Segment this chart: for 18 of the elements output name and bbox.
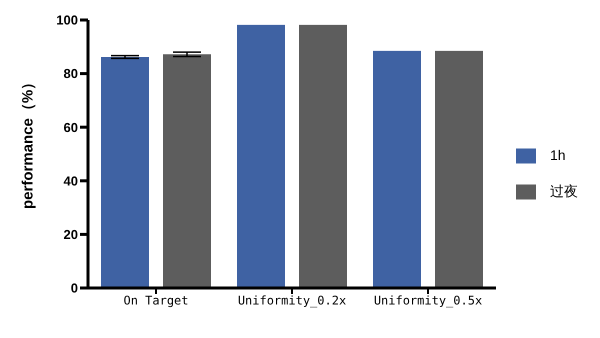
y-tick-label: 100	[56, 12, 78, 28]
legend-label: 过夜	[550, 183, 578, 199]
bar	[435, 50, 483, 288]
x-tick-label: Uniformity_0.5x	[374, 294, 482, 308]
y-tick-label: 0	[70, 280, 78, 296]
bar	[237, 24, 285, 288]
bar	[373, 50, 421, 288]
bar	[299, 24, 347, 288]
y-tick-label: 40	[64, 173, 78, 188]
y-axis-title: performance（%）	[19, 74, 36, 209]
x-tick-label: On Target	[123, 294, 189, 308]
y-tick-label: 60	[64, 120, 78, 135]
y-tick-label: 80	[64, 66, 78, 82]
bar	[163, 54, 211, 288]
y-tick-label: 20	[64, 227, 78, 242]
legend-label: 1h	[550, 147, 566, 163]
bar	[101, 56, 149, 288]
x-tick-label: Uniformity_0.2x	[238, 294, 346, 308]
